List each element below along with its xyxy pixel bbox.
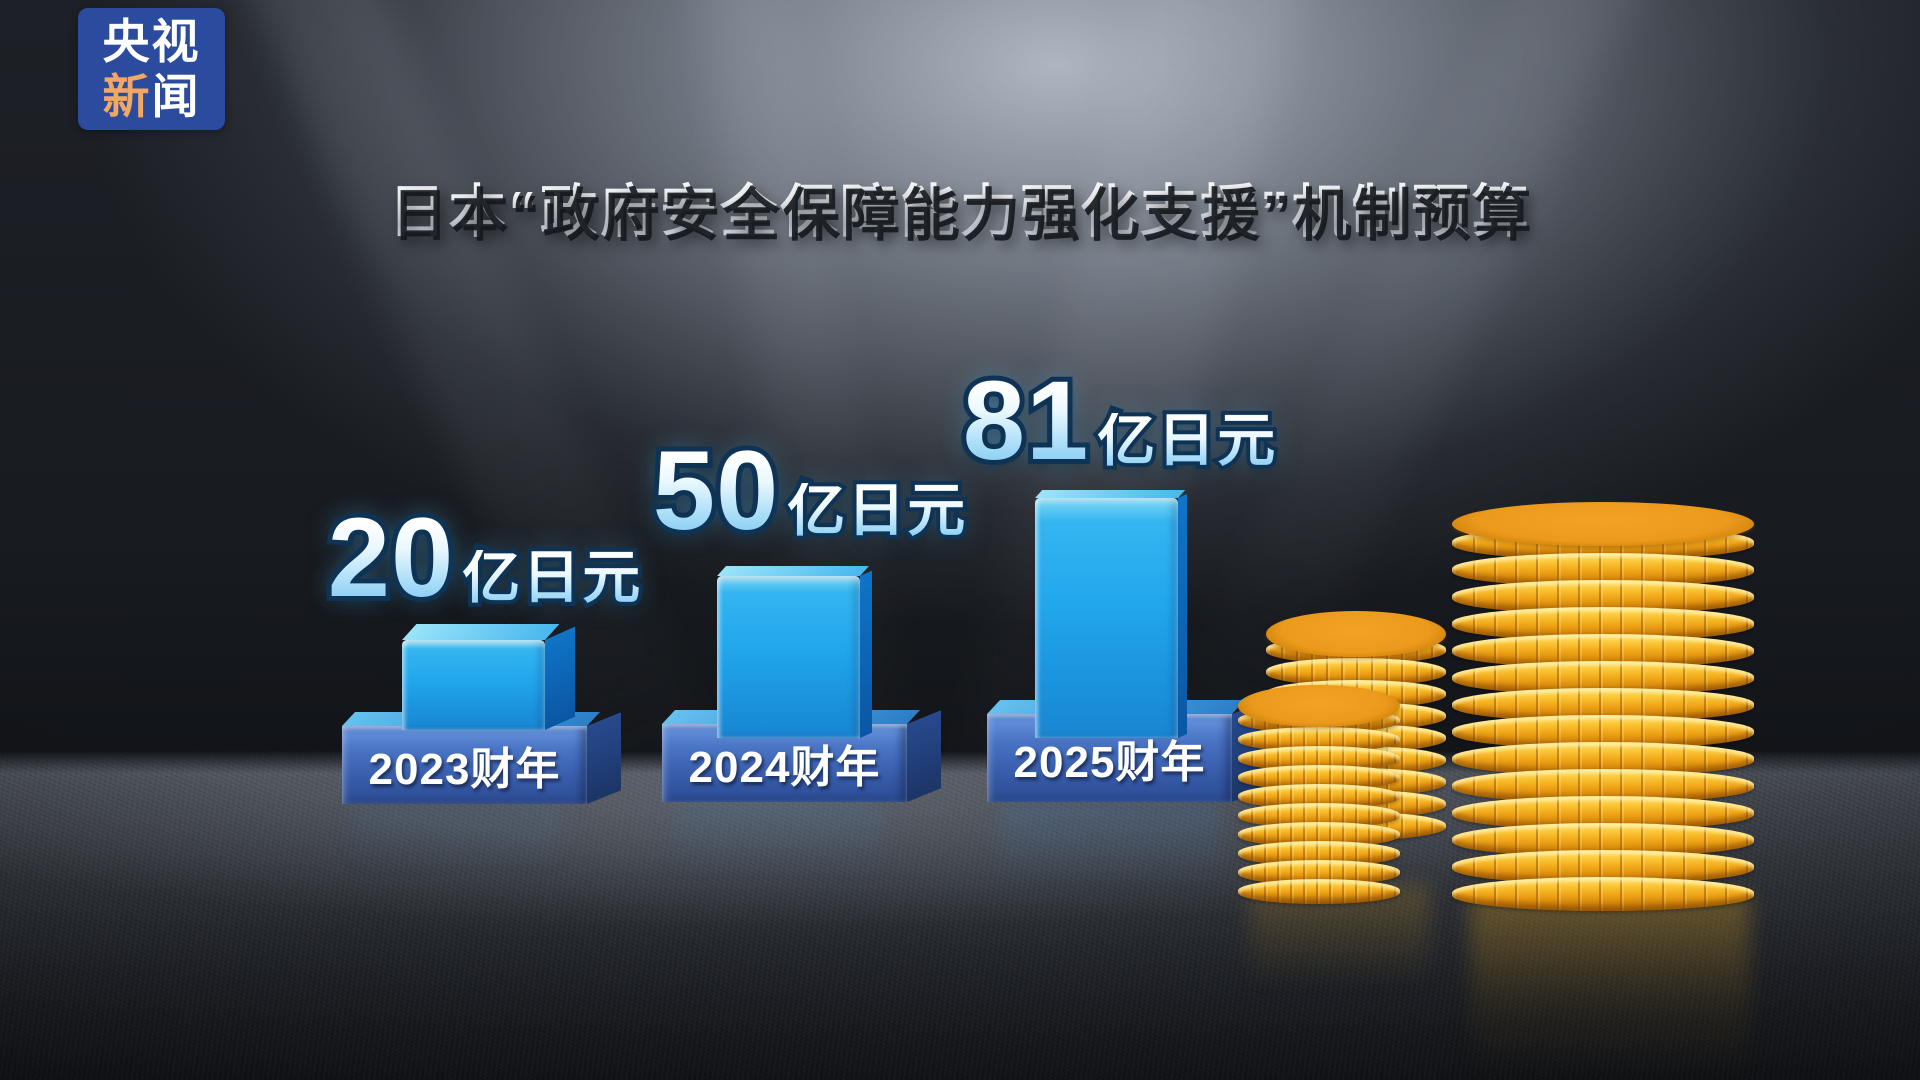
bar-side-face	[1178, 493, 1187, 738]
bar-2024	[717, 566, 872, 738]
coin	[1452, 877, 1754, 911]
coin-stack-tall	[1452, 502, 1754, 911]
coin-top-face	[1452, 502, 1754, 546]
coin-stack-front	[1238, 685, 1400, 904]
bar-front-face	[717, 576, 860, 738]
value-label-2024: 50 亿日元	[640, 434, 980, 546]
pedestal-reflection	[672, 804, 882, 874]
value-number: 20	[328, 501, 455, 613]
coin-reflection	[1470, 895, 1750, 1080]
coin-top-face	[1238, 685, 1400, 727]
bar-side-face	[545, 626, 575, 730]
pedestal-front-face: 2023财年	[342, 726, 587, 804]
coin-reflection	[1250, 885, 1430, 1020]
logo-char-xin: 新	[102, 70, 152, 123]
value-unit: 亿日元	[462, 549, 642, 611]
coin	[1238, 879, 1400, 904]
category-label: 2024财年	[688, 743, 881, 792]
logo-char-wen: 闻	[151, 70, 201, 123]
pedestal-reflection	[352, 806, 562, 868]
chart-title: 日本“政府安全保障能力强化支援”机制预算	[0, 166, 1920, 248]
logo-line1: 央视	[102, 15, 201, 68]
value-label-2023: 20 亿日元	[300, 501, 670, 613]
bar-top-face	[402, 624, 560, 640]
value-unit: 亿日元	[1097, 412, 1277, 474]
pedestal-side-face	[587, 712, 621, 804]
bar-front-face	[402, 640, 545, 730]
value-number: 50	[653, 434, 780, 546]
bar-side-face	[860, 570, 872, 738]
pedestal-side-face	[907, 710, 941, 802]
value-unit: 亿日元	[787, 482, 967, 544]
value-number: 81	[963, 364, 1090, 476]
value-label-2025: 81 亿日元	[950, 364, 1290, 476]
bar-2025	[1035, 490, 1187, 738]
cctv-news-logo: 央视 新闻	[78, 8, 225, 130]
coin-top-face	[1266, 611, 1446, 657]
pedestal-reflection	[1000, 802, 1220, 882]
logo-line2: 新闻	[103, 69, 201, 124]
bar-top-face	[717, 566, 870, 576]
pedestal-2023: 2023财年	[342, 712, 621, 804]
bar-2023	[402, 624, 575, 730]
category-label: 2023财年	[368, 745, 561, 794]
bar-front-face	[1035, 498, 1178, 738]
bar-top-face	[1035, 490, 1186, 498]
